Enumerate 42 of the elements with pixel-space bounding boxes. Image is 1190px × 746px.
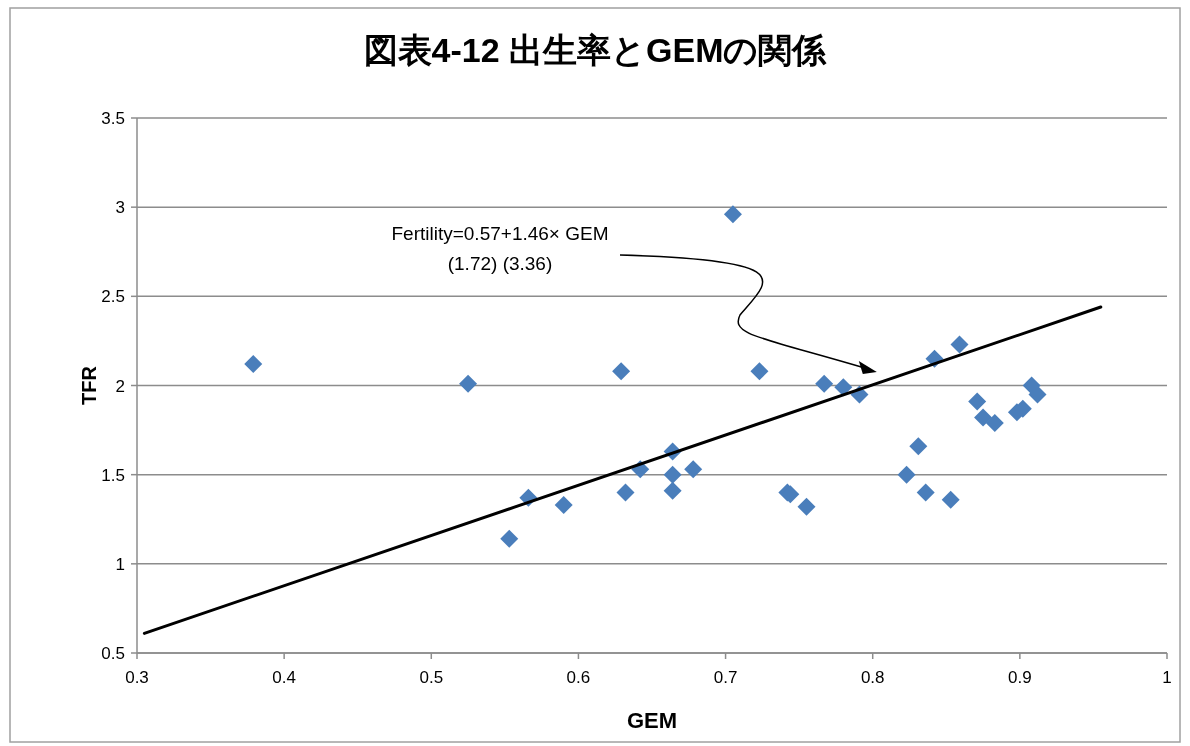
point xyxy=(500,529,519,548)
y-tick-label: 3.5 xyxy=(101,109,125,128)
point xyxy=(950,335,969,354)
annotation: Fertility=0.57+1.46× GEM (1.72) (3.36) xyxy=(391,223,609,274)
x-tick-label: 1 xyxy=(1162,668,1172,687)
point xyxy=(616,483,635,502)
point xyxy=(916,483,935,502)
point xyxy=(974,408,993,427)
y-tick-label: 1 xyxy=(115,554,125,574)
point xyxy=(897,465,916,484)
point xyxy=(909,437,928,456)
y-tick-label: 0.5 xyxy=(101,644,125,663)
point xyxy=(968,392,987,411)
x-tick-label: 0.6 xyxy=(566,668,591,687)
x-tick-label: 0.7 xyxy=(713,668,738,687)
point xyxy=(815,374,834,393)
x-tick-label: 0.9 xyxy=(1008,668,1032,687)
x-tick-label: 0.3 xyxy=(125,668,149,687)
y-axis-title: TFR xyxy=(78,365,100,405)
point xyxy=(663,465,682,484)
point xyxy=(459,374,478,393)
point xyxy=(941,490,960,509)
y-tick-label: 1.5 xyxy=(101,465,125,485)
y-tick-label: 2 xyxy=(115,376,125,396)
point xyxy=(985,413,1004,432)
point xyxy=(244,355,263,374)
point xyxy=(554,495,573,514)
point xyxy=(612,362,631,381)
point xyxy=(723,205,742,224)
point xyxy=(834,378,853,397)
point xyxy=(663,481,682,500)
point xyxy=(684,460,703,479)
y-tick-label: 2.5 xyxy=(101,287,125,307)
x-tick-label: 0.5 xyxy=(419,668,444,687)
chart-title: 図表4-12 出生率とGEMの関係 xyxy=(363,31,828,69)
point xyxy=(797,497,816,516)
y-tick-label: 3 xyxy=(115,198,125,218)
point xyxy=(750,362,769,381)
x-axis-title: GEM xyxy=(626,708,678,733)
x-tick-label: 0.8 xyxy=(860,668,885,687)
point xyxy=(1028,385,1047,404)
x-tick-label: 0.4 xyxy=(272,668,296,687)
